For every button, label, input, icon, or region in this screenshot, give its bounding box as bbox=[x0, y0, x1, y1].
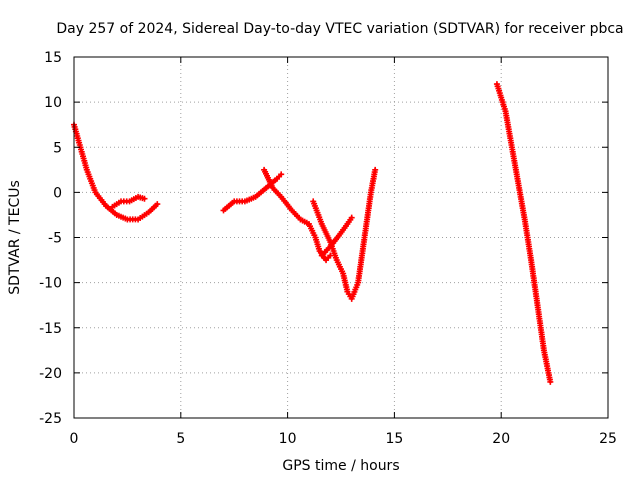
grid bbox=[74, 57, 608, 418]
data-point bbox=[141, 195, 148, 202]
data-point bbox=[372, 166, 379, 173]
series-track-1 bbox=[71, 121, 161, 223]
y-tick-label: -10 bbox=[39, 276, 62, 292]
y-tick-label: -20 bbox=[39, 366, 62, 382]
data-point bbox=[348, 214, 355, 221]
axis-ticks: 0 5 10 15 20 25 15 10 5 0 -5 -10 -15 -20 -25 bbox=[39, 50, 617, 447]
data-point bbox=[278, 171, 285, 178]
y-tick-label: -15 bbox=[39, 321, 62, 337]
x-tick-label: 5 bbox=[176, 431, 185, 447]
x-tick-label: 10 bbox=[279, 431, 297, 447]
chart-title: Day 257 of 2024, Sidereal Day-to-day VTE… bbox=[56, 21, 623, 37]
y-axis-label: SDTVAR / TECUs bbox=[7, 180, 23, 295]
data-series bbox=[71, 81, 554, 385]
y-tick-label: -25 bbox=[39, 411, 62, 427]
series-track-5 bbox=[310, 166, 379, 302]
series-track-4 bbox=[261, 166, 334, 264]
x-tick-label: 15 bbox=[385, 431, 403, 447]
x-axis-label: GPS time / hours bbox=[282, 458, 399, 474]
data-point bbox=[547, 378, 554, 385]
y-tick-label: -5 bbox=[48, 231, 62, 247]
x-tick-label: 25 bbox=[599, 431, 617, 447]
x-tick-label: 20 bbox=[492, 431, 510, 447]
series-track-2 bbox=[109, 193, 148, 210]
series-track-7 bbox=[493, 81, 554, 385]
data-point bbox=[154, 201, 161, 208]
y-tick-label: 0 bbox=[53, 185, 62, 201]
y-tick-label: 10 bbox=[44, 95, 62, 111]
y-tick-label: 15 bbox=[44, 50, 62, 66]
y-tick-label: 5 bbox=[53, 140, 62, 156]
series-track-6 bbox=[318, 214, 355, 259]
x-tick-label: 0 bbox=[70, 431, 79, 447]
